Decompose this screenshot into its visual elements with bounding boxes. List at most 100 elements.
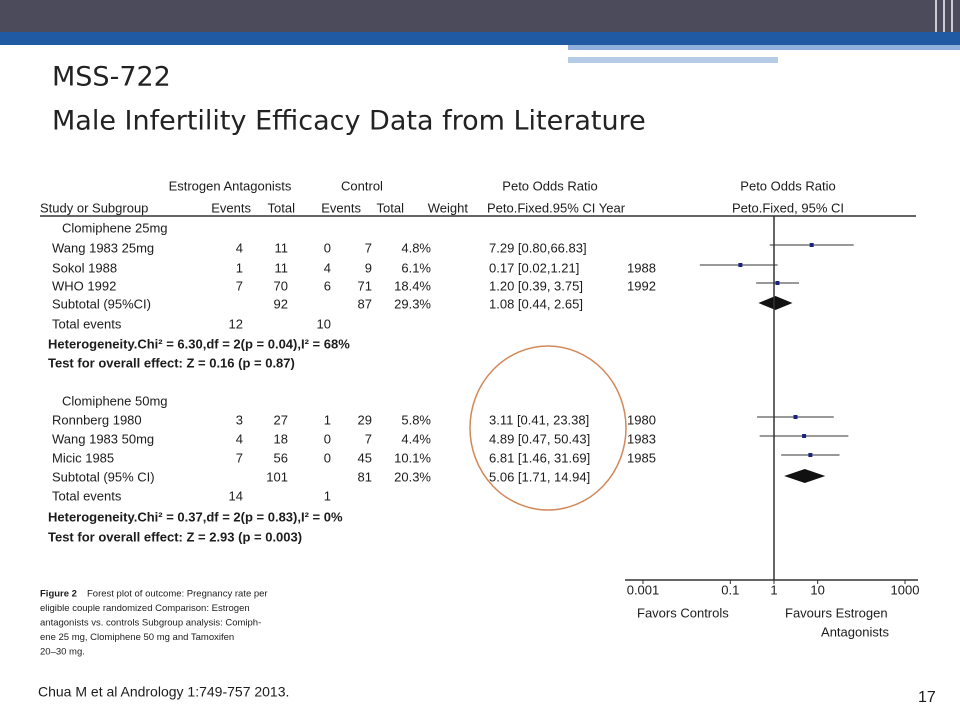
x-label-right: Antagonists: [821, 624, 889, 639]
summary-diamond: [784, 469, 826, 483]
header-label: Peto Odds Ratio: [502, 178, 597, 193]
point-estimate: [809, 243, 814, 247]
blue-band: [0, 32, 960, 45]
study-name: Wang 1983 50mg: [52, 431, 154, 446]
cell: 10.1%: [394, 450, 431, 465]
statistic-note: Heterogeneity.Chi² = 0.37,df = 2(p = 0.8…: [48, 509, 343, 524]
study-name: Ronnberg 1980: [52, 412, 142, 427]
cell: 92: [274, 296, 288, 311]
year: 1988: [627, 260, 656, 275]
cell: 81: [358, 469, 372, 484]
highlight-circle: [469, 345, 627, 511]
study-name: Total events: [52, 488, 122, 503]
statistic-note: Test for overall effect: Z = 2.93 (p = 0…: [48, 529, 302, 544]
caption-line: eligible couple randomized Comparison: E…: [40, 603, 250, 614]
cell: 7: [365, 431, 372, 446]
ci-text: 3.11 [0.41, 23.38]: [489, 412, 589, 427]
cell: 18: [274, 431, 288, 446]
cell: 0: [324, 240, 331, 255]
ci-text: 1.20 [0.39, 3.75]: [489, 278, 583, 293]
top-band: [0, 0, 960, 32]
ci-text: 4.89 [0.47, 50.43]: [489, 431, 590, 446]
cell: 70: [274, 278, 288, 293]
cell: 4.8%: [401, 240, 431, 255]
cell: 4.4%: [401, 431, 431, 446]
column-header: Events: [321, 200, 361, 215]
year: 1992: [627, 278, 656, 293]
point-estimate: [775, 281, 780, 285]
cell: 14: [229, 488, 243, 503]
cell: 0: [324, 431, 331, 446]
year: 1985: [627, 450, 656, 465]
ci-text: 1.08 [0.44, 2.65]: [489, 296, 583, 311]
x-tick-label: 1000: [891, 582, 920, 597]
cell: 1: [324, 412, 331, 427]
cell: 7: [365, 240, 372, 255]
caption-line: ene 25 mg, Clomiphene 50 mg and Tamoxife…: [40, 632, 234, 643]
subgroup-heading: Clomiphene 50mg: [62, 393, 168, 408]
caption-line: Forest plot of outcome: Pregnancy rate p…: [87, 589, 268, 600]
x-tick-label: 1: [770, 582, 777, 597]
cell: 10: [317, 316, 331, 331]
cell: 1: [324, 488, 331, 503]
ci-text: 6.81 [1.46, 31.69]: [489, 450, 590, 465]
statistic-note: Test for overall effect: Z = 0.16 (p = 0…: [48, 355, 295, 370]
x-tick-label: 0.1: [721, 582, 739, 597]
study-name: Wang 1983 25mg: [52, 240, 154, 255]
point-estimate: [793, 415, 798, 419]
cell: 101: [266, 469, 288, 484]
ci-text: 7.29 [0.80,66.83]: [489, 240, 587, 255]
column-header: Total: [268, 200, 296, 215]
study-name: Micic 1985: [52, 450, 114, 465]
column-header: Peto.Fixed, 95% CI: [732, 200, 844, 215]
x-tick-label: 10: [810, 582, 824, 597]
ci-text: 0.17 [0.02,1.21]: [489, 260, 579, 275]
cell: 56: [274, 450, 288, 465]
cell: 4: [324, 260, 331, 275]
header-label: Peto Odds Ratio: [740, 178, 835, 193]
cell: 29.3%: [394, 296, 431, 311]
statistic-note: Heterogeneity.Chi² = 6.30,df = 2(p = 0.0…: [48, 336, 350, 351]
study-name: Sokol 1988: [52, 260, 117, 275]
column-header: Peto.Fixed.95% CI Year: [487, 200, 626, 215]
subgroup-heading: Clomiphene 25mg: [62, 220, 168, 235]
cell: 45: [358, 450, 372, 465]
column-header: Events: [211, 200, 251, 215]
cell: 7: [236, 278, 243, 293]
cell: 4: [236, 431, 243, 446]
slide-subtitle: Male Infertility Efficacy Data from Lite…: [52, 106, 646, 137]
cell: 12: [229, 316, 243, 331]
point-estimate: [808, 453, 813, 457]
cell: 9: [365, 260, 372, 275]
cell: 6.1%: [401, 260, 431, 275]
x-label-right: Favours Estrogen: [785, 605, 888, 620]
stripe: [568, 45, 960, 50]
cell: 71: [358, 278, 372, 293]
cell: 4: [236, 240, 243, 255]
column-header: Study or Subgroup: [40, 200, 148, 215]
page-number: 17: [918, 689, 936, 706]
cell: 11: [275, 240, 289, 255]
cell: 20.3%: [394, 469, 431, 484]
slide-title: MSS-722: [52, 62, 171, 93]
cell: 3: [236, 412, 243, 427]
cell: 5.8%: [401, 412, 431, 427]
citation: Chua M et al Andrology 1:749-757 2013.: [38, 684, 289, 700]
caption-line: 20–30 mg.: [40, 647, 85, 658]
cell: 29: [358, 412, 372, 427]
column-header: Total: [377, 200, 405, 215]
cell: 6: [324, 278, 331, 293]
cell: 7: [236, 450, 243, 465]
cell: 87: [358, 296, 372, 311]
point-estimate: [738, 263, 743, 267]
header-label: Control: [341, 178, 383, 193]
x-tick-label: 0.001: [627, 582, 660, 597]
year: 1983: [627, 431, 656, 446]
summary-diamond: [758, 296, 793, 310]
cell: 18.4%: [394, 278, 431, 293]
column-header: Weight: [428, 200, 469, 215]
ci-text: 5.06 [1.71, 14.94]: [489, 469, 590, 484]
cell: 1: [236, 260, 243, 275]
study-name: Subtotal (95%CI): [52, 296, 151, 311]
study-name: Subtotal (95% CI): [52, 469, 155, 484]
